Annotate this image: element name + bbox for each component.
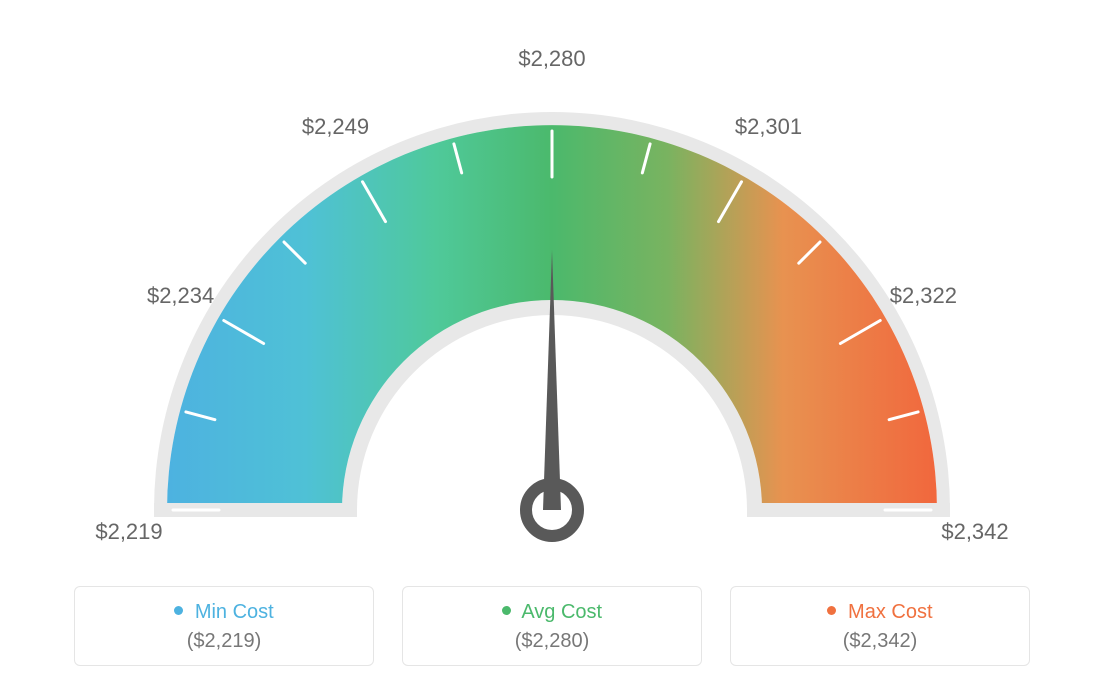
legend-card-max: Max Cost ($2,342) bbox=[730, 586, 1030, 666]
legend-label-max: Max Cost bbox=[848, 601, 932, 623]
dot-icon-avg bbox=[502, 606, 511, 615]
legend-label-avg: Avg Cost bbox=[521, 601, 602, 623]
gauge-tick-label: $2,219 bbox=[95, 519, 162, 545]
legend-label-min: Min Cost bbox=[195, 601, 274, 623]
gauge-area: $2,219 $2,234 $2,249 $2,280 $2,301 $2,322 $2,3… bbox=[0, 0, 1104, 560]
gauge-tick-label: $2,249 bbox=[302, 114, 369, 140]
legend-title-min: Min Cost bbox=[95, 601, 353, 624]
gauge-svg bbox=[0, 0, 1104, 560]
legend-row: Min Cost ($2,219) Avg Cost ($2,280) Max … bbox=[74, 586, 1030, 666]
legend-card-min: Min Cost ($2,219) bbox=[74, 586, 374, 666]
cost-gauge-chart: $2,219 $2,234 $2,249 $2,280 $2,301 $2,322 $2,3… bbox=[0, 0, 1104, 690]
dot-icon-max bbox=[827, 606, 836, 615]
legend-value-avg-text: ($2,280) bbox=[423, 630, 681, 653]
legend-title-avg: Avg Cost bbox=[423, 601, 681, 624]
gauge-tick-label: $2,342 bbox=[941, 519, 1008, 545]
gauge-tick-label: $2,280 bbox=[518, 46, 585, 72]
gauge-tick-label: $2,234 bbox=[147, 283, 214, 309]
legend-value-max-text: ($2,342) bbox=[751, 630, 1009, 653]
legend-card-avg: Avg Cost ($2,280) bbox=[402, 586, 702, 666]
gauge-tick-label: $2,322 bbox=[890, 283, 957, 309]
legend-title-max: Max Cost bbox=[751, 601, 1009, 624]
gauge-tick-label: $2,301 bbox=[735, 114, 802, 140]
dot-icon-min bbox=[174, 606, 183, 615]
legend-value-min-text: ($2,219) bbox=[95, 630, 353, 653]
